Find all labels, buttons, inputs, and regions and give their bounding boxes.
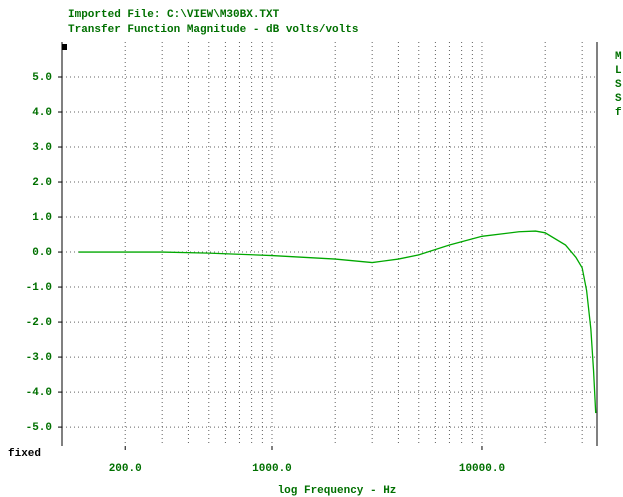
- y-tick-label: 5.0: [32, 72, 52, 84]
- side-label: L: [615, 65, 622, 77]
- side-label: f: [615, 107, 622, 119]
- chart-subtitle: Transfer Function Magnitude - dB volts/v…: [68, 24, 358, 36]
- y-tick-label: 0.0: [32, 247, 52, 259]
- data-line: [78, 230, 597, 414]
- chart-title: Imported File: C:\VIEW\M30BX.TXT: [68, 9, 280, 21]
- scale-mode: fixed: [8, 448, 41, 460]
- x-tick-label: 200.0: [109, 463, 142, 475]
- y-tick-label: -3.0: [26, 352, 52, 364]
- side-label: S: [615, 79, 622, 91]
- x-tick-label: 1000.0: [252, 463, 292, 475]
- y-tick-label: -2.0: [26, 317, 52, 329]
- y-tick-label: 1.0: [32, 212, 52, 224]
- side-label: S: [615, 93, 622, 105]
- y-tick-label: 2.0: [32, 177, 52, 189]
- x-axis-label: log Frequency - Hz: [278, 485, 397, 497]
- corner-marker: [62, 44, 67, 50]
- side-label: M: [615, 51, 622, 63]
- y-tick-label: -5.0: [26, 422, 52, 434]
- y-tick-label: -4.0: [26, 387, 52, 399]
- y-tick-label: 4.0: [32, 107, 52, 119]
- y-tick-label: 3.0: [32, 142, 52, 154]
- y-tick-label: -1.0: [26, 282, 52, 294]
- x-tick-label: 10000.0: [459, 463, 505, 475]
